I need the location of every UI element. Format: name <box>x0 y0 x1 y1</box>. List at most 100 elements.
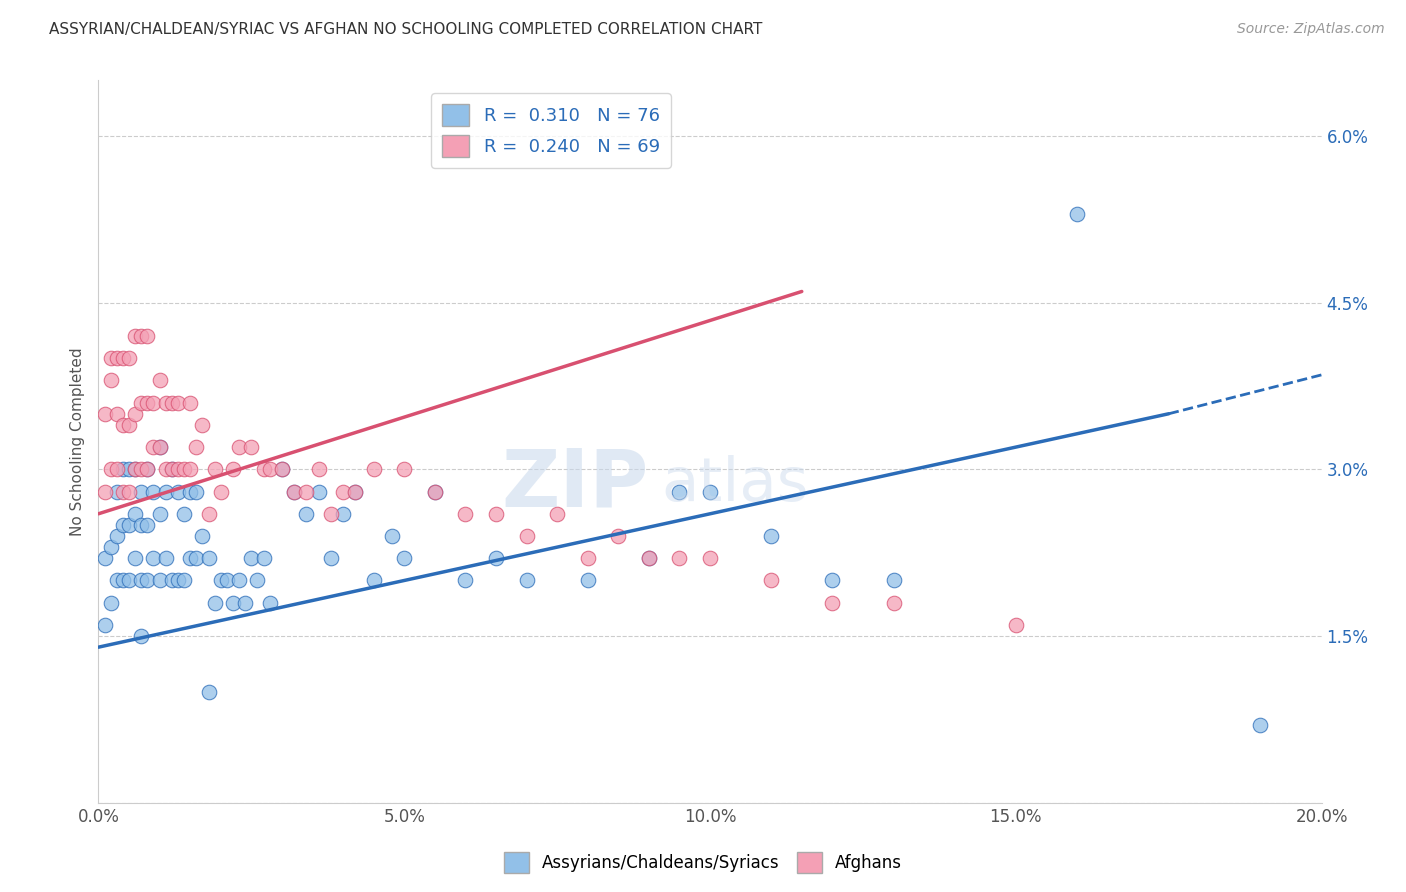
Point <box>576 574 599 588</box>
Point <box>637 551 661 566</box>
Point <box>637 551 661 566</box>
Point <box>363 462 385 476</box>
Point <box>149 440 172 454</box>
Point <box>149 574 172 588</box>
Point <box>197 507 219 521</box>
Point <box>136 395 159 409</box>
Point <box>124 407 146 421</box>
Point <box>332 507 354 521</box>
Point <box>283 484 305 499</box>
Point <box>668 551 690 566</box>
Point <box>105 407 128 421</box>
Point <box>167 462 190 476</box>
Point <box>142 484 165 499</box>
Point <box>209 484 232 499</box>
Point <box>155 551 177 566</box>
Point <box>392 462 416 476</box>
Point <box>319 507 342 521</box>
Point <box>240 551 263 566</box>
Legend: R =  0.310   N = 76, R =  0.240   N = 69: R = 0.310 N = 76, R = 0.240 N = 69 <box>432 93 671 168</box>
Point <box>111 417 134 432</box>
Point <box>155 462 177 476</box>
Point <box>1066 207 1088 221</box>
Point <box>295 507 318 521</box>
Point <box>233 596 256 610</box>
Point <box>759 574 782 588</box>
Point <box>392 551 416 566</box>
Point <box>93 618 115 632</box>
Point <box>668 484 690 499</box>
Point <box>129 462 152 476</box>
Point <box>118 462 141 476</box>
Text: atlas: atlas <box>661 456 808 515</box>
Y-axis label: No Schooling Completed: No Schooling Completed <box>70 347 86 536</box>
Point <box>883 574 905 588</box>
Point <box>186 484 208 499</box>
Point <box>246 574 269 588</box>
Point <box>699 551 721 566</box>
Point <box>607 529 630 543</box>
Point <box>155 484 177 499</box>
Point <box>105 351 128 366</box>
Point <box>204 596 226 610</box>
Point <box>173 507 195 521</box>
Point <box>155 395 177 409</box>
Point <box>191 529 214 543</box>
Point <box>173 462 195 476</box>
Point <box>332 484 354 499</box>
Point <box>118 484 141 499</box>
Point <box>100 373 122 387</box>
Point <box>215 574 238 588</box>
Point <box>576 551 599 566</box>
Point <box>821 574 844 588</box>
Point <box>149 440 172 454</box>
Text: ASSYRIAN/CHALDEAN/SYRIAC VS AFGHAN NO SCHOOLING COMPLETED CORRELATION CHART: ASSYRIAN/CHALDEAN/SYRIAC VS AFGHAN NO SC… <box>49 22 762 37</box>
Point <box>118 417 141 432</box>
Point <box>381 529 404 543</box>
Point <box>197 551 219 566</box>
Point <box>699 484 721 499</box>
Point <box>344 484 367 499</box>
Point <box>167 484 190 499</box>
Point <box>129 329 152 343</box>
Point <box>759 529 782 543</box>
Point <box>160 574 183 588</box>
Point <box>129 484 152 499</box>
Point <box>124 329 146 343</box>
Point <box>883 596 905 610</box>
Point <box>149 507 172 521</box>
Text: ZIP: ZIP <box>502 446 648 524</box>
Point <box>252 551 274 566</box>
Point <box>160 462 183 476</box>
Point <box>124 462 146 476</box>
Point <box>319 551 342 566</box>
Point <box>516 574 538 588</box>
Point <box>118 574 141 588</box>
Point <box>485 507 508 521</box>
Point <box>209 574 232 588</box>
Point <box>546 507 568 521</box>
Point <box>295 484 318 499</box>
Point <box>454 574 477 588</box>
Point <box>105 462 128 476</box>
Point <box>197 684 219 698</box>
Point <box>270 462 292 476</box>
Point <box>423 484 446 499</box>
Point <box>423 484 446 499</box>
Point <box>129 629 152 643</box>
Point <box>179 551 201 566</box>
Point <box>111 517 134 532</box>
Point <box>124 551 146 566</box>
Point <box>228 440 250 454</box>
Point <box>93 484 115 499</box>
Point <box>1249 718 1271 732</box>
Point <box>173 574 195 588</box>
Point <box>204 462 226 476</box>
Point <box>228 574 250 588</box>
Point <box>167 395 190 409</box>
Point <box>308 484 330 499</box>
Point <box>186 440 208 454</box>
Point <box>105 529 128 543</box>
Point <box>1004 618 1026 632</box>
Point <box>124 462 146 476</box>
